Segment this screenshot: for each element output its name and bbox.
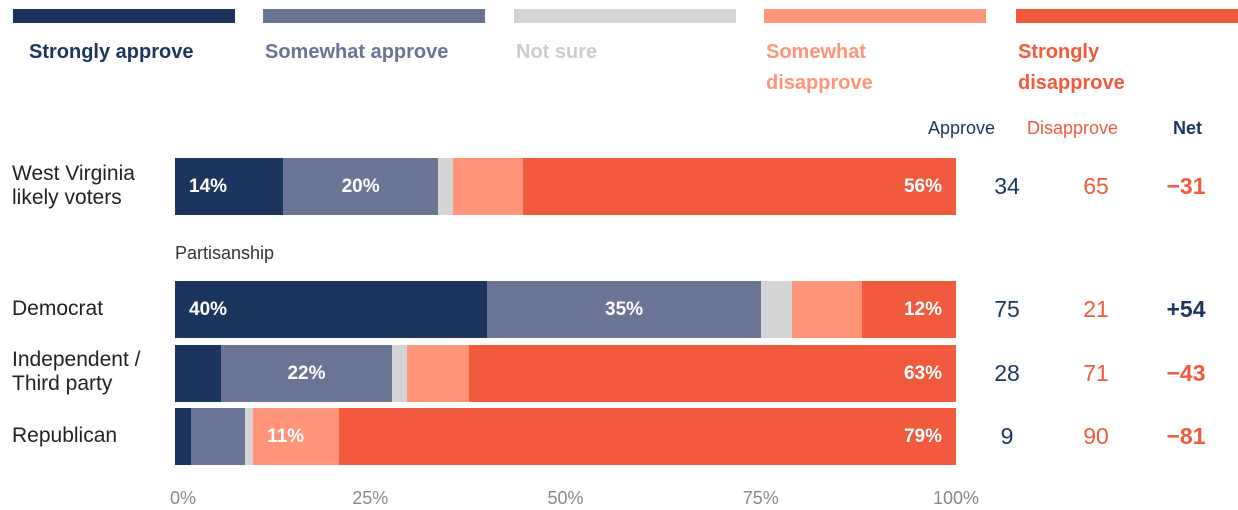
bar-value-label: 35% [605, 299, 644, 320]
bar-segment [245, 408, 254, 465]
legend-item: Somewhat approve [263, 9, 485, 68]
approve-value: 28 [994, 360, 1020, 386]
x-tick-label: 50% [547, 488, 584, 508]
category-label: Democrat [12, 297, 104, 320]
bar-value-label: 12% [903, 299, 942, 320]
disapprove-value: 90 [1083, 423, 1109, 449]
legend-swatch [263, 9, 485, 23]
category-label: West Virginia likely voters [12, 162, 135, 209]
net-value: −31 [1166, 173, 1206, 199]
bar-segment [175, 345, 222, 402]
bar-segment [253, 408, 339, 465]
legend-item: Strongly approve [13, 9, 249, 68]
category-label: Republican [12, 424, 118, 447]
legend-swatch [764, 9, 986, 23]
disapprove-value: 71 [1083, 360, 1109, 386]
bar-value-label: 40% [189, 299, 228, 320]
bar-value-label: 56% [903, 176, 942, 197]
bar-segment [406, 345, 469, 402]
bar-value-label: 20% [341, 176, 380, 197]
bar-value-label: 11% [267, 426, 305, 447]
bar-segment [791, 281, 863, 338]
x-tick-label: 25% [352, 488, 389, 508]
x-tick-label: 0% [169, 488, 196, 508]
approve-value: 75 [994, 296, 1020, 322]
bar-row: 40% 35% 12% [175, 281, 956, 338]
net-value: −43 [1166, 360, 1206, 386]
legend-label: Strongly disapprove [1018, 41, 1125, 94]
bar-row: 11% 79% [175, 408, 956, 465]
bar-segment [522, 158, 956, 215]
x-tick-label: 75% [742, 488, 779, 508]
bar-segment [190, 408, 246, 465]
bar-row: 14% 20% 56% [175, 158, 956, 215]
legend-label: Somewhat approve [265, 41, 449, 63]
bar-segment [283, 158, 438, 215]
legend-swatch [13, 9, 235, 23]
disapprove-value: 21 [1083, 296, 1109, 322]
approve-value: 9 [1000, 423, 1014, 449]
legend-swatch [1016, 9, 1238, 23]
net-column-header: Net [1173, 118, 1203, 138]
bar-segment [175, 281, 488, 338]
bar-value-label: 14% [189, 176, 228, 197]
bar-value-label: 22% [287, 363, 326, 384]
legend-swatch [514, 9, 736, 23]
bar-segment [487, 281, 761, 338]
net-value: −81 [1166, 423, 1206, 449]
approve-column-header: Approve [928, 118, 996, 138]
legend-label: Not sure [516, 41, 598, 63]
disapprove-value: 65 [1083, 173, 1109, 199]
legend-item: Not sure [514, 9, 736, 68]
category-label: Independent / Third party [12, 348, 141, 395]
bar-segment [339, 408, 956, 465]
bar-segment [221, 345, 392, 402]
approve-value: 34 [994, 173, 1020, 199]
legend-label: Somewhat disapprove [766, 41, 873, 94]
bar-segment [760, 281, 792, 338]
bar-segment [453, 158, 523, 215]
legend-label: Strongly approve [29, 41, 194, 63]
bar-segment [437, 158, 454, 215]
bar-segment [175, 408, 191, 465]
bar-row: 22% 63% [175, 345, 956, 402]
disapprove-column-header: Disapprove [1027, 118, 1119, 138]
bar-value-label: 63% [903, 363, 942, 384]
bar-segment [468, 345, 956, 402]
bar-value-label: 79% [903, 426, 942, 447]
net-value: +54 [1166, 296, 1206, 322]
bar-segment [175, 158, 284, 215]
legend-item: Strongly disapprove [1016, 9, 1238, 99]
legend-item: Somewhat disapprove [764, 9, 986, 99]
group-label-partisanship: Partisanship [175, 243, 275, 263]
bar-segment [391, 345, 407, 402]
x-tick-label: 100% [932, 488, 980, 508]
bar-segment [862, 281, 956, 338]
